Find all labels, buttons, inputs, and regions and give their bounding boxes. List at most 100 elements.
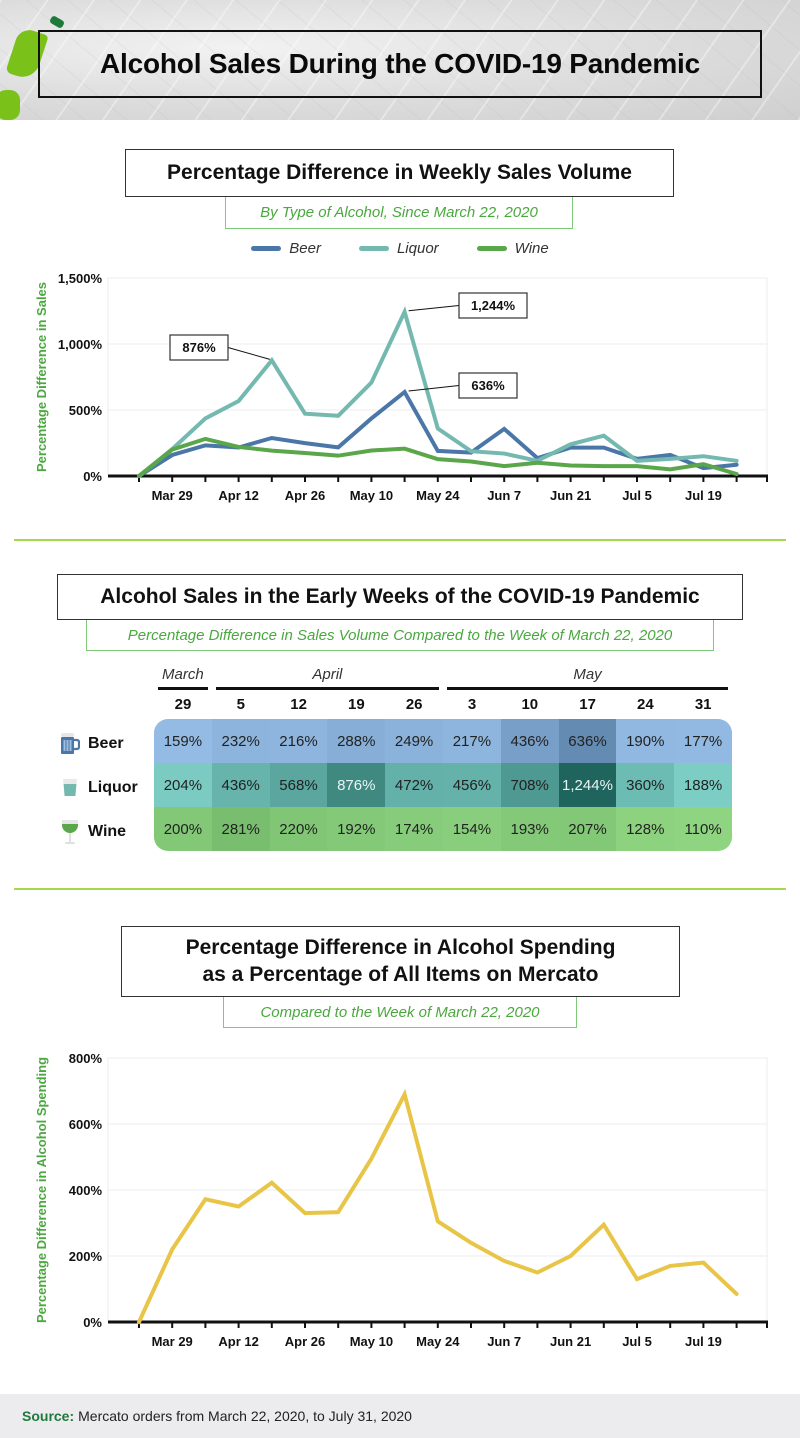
chart1-x-tick-label: May 24 [416,488,460,503]
heatmap-cell-liquor: 456% [442,763,501,807]
legend-item-wine: Wine [476,240,549,257]
row-label-text: Wine [88,823,127,840]
page-title: Alcohol Sales During the COVID-19 Pandem… [38,30,762,98]
chart1-x-tick-label: Apr 12 [218,488,258,503]
month-group-label: April [312,666,343,683]
heatmap-cell-beer: 249% [385,719,443,763]
beer-mug-icon [60,731,80,757]
legend-swatch-liquor [358,246,389,251]
liquor-glass-icon [60,775,80,801]
column-header-day: 29 [174,696,192,713]
heatmap-cell-beer: 177% [674,719,732,763]
leaf-decoration-icon [0,90,20,120]
marble-texture [0,0,800,120]
heatmap-cell-liquor: 204% [154,763,212,807]
heatmap-cell-liquor: 436% [211,763,270,807]
column-header-day: 17 [579,696,596,713]
callout-box [458,292,528,319]
row-label-beer: Beer [60,722,124,766]
chart1-y-tick-label: 500% [69,403,103,418]
month-group-line [158,687,208,690]
heatmap-cell-beer: 232% [211,719,270,763]
callout-box [458,372,518,399]
heatmap-cell-wine: 193% [500,807,559,851]
heatmap-cell-liquor: 360% [616,763,675,807]
section-divider [14,888,786,890]
row-label-wine: Wine [60,810,126,854]
row-label-text: Liquor [88,779,138,796]
chart3-title-line1: Percentage Difference in Alcohol Spendin… [185,936,616,960]
chart1-y-tick-label: 1,500% [58,271,103,286]
column-header-day: 31 [694,696,712,713]
chart3-x-tick-label: Jun 7 [487,1334,521,1349]
chart1-title: Percentage Difference in Weekly Sales Vo… [125,149,674,197]
chart1-y-axis-label: Percentage Difference in Sales [34,282,49,472]
month-group-label: May [573,666,602,683]
source-label: Source: [22,1408,75,1424]
chart3-x-tick-label: Mar 29 [152,1334,193,1349]
chart1-x-tick-label: Jun 21 [550,488,591,503]
header-banner: Alcohol Sales During the COVID-19 Pandem… [0,0,800,120]
heatmap-cell-wine: 128% [616,807,675,851]
chart3-y-axis-label: Percentage Difference in Alcohol Spendin… [34,1057,49,1323]
column-header-day: 3 [467,696,477,713]
legend-swatch-wine [476,246,507,251]
heatmap-cell-beer: 436% [500,719,559,763]
heatmap-grid: 159% 232% 216% 288% 249% 217% 436% 636% 190% 177%… [154,719,732,851]
heatmap-cell-wine: 154% [442,807,501,851]
row-label-text: Beer [88,735,124,752]
column-header-day: 19 [348,696,365,713]
chart3-x-tick-label: Jul 19 [685,1334,722,1349]
table-subtitle: Percentage Difference in Sales Volume Co… [86,620,714,651]
chart3-subtitle: Compared to the Week of March 22, 2020 [223,997,577,1028]
chart1-subtitle: By Type of Alcohol, Since March 22, 2020 [225,197,573,229]
chart3-series-alcohol-spending [137,1088,739,1324]
callout-label: 636% [471,378,505,393]
heatmap-cell-beer: 159% [154,719,212,763]
legend-label-wine: Wine [514,240,549,257]
chart1-x-tick-label: May 10 [350,488,393,503]
month-group-line [215,687,439,690]
callout-leader-line [408,305,460,312]
legend-item-beer: Beer [251,240,321,257]
legend-label-beer: Beer [289,240,321,257]
heatmap-cell-beer: 190% [616,719,675,763]
chart1-x-tick-label: Jul 5 [622,488,652,503]
month-group-label: March [162,666,204,683]
heatmap-cell-wine: 220% [269,807,328,851]
chart3-x-tick-label: May 10 [350,1334,393,1349]
heatmap-cell-wine: 192% [327,807,386,851]
chart3-x-tick-label: Jun 21 [550,1334,591,1349]
chart3-x-tick-label: Jul 5 [622,1334,652,1349]
chart1-legend: Beer Liquor Wine [0,240,800,257]
wine-glass-icon [60,819,80,845]
chart1-sales-volume: 0% 500% 1,000% 1,500% Percentage Difference … [34,271,768,503]
chart3-x-tick-label: Apr 12 [218,1334,258,1349]
source-text: Mercato orders from March 22, 2020, to J… [78,1408,412,1424]
heatmap-cell-liquor: 708% [500,763,559,807]
table-title: Alcohol Sales in the Early Weeks of the … [57,574,743,620]
heatmap-cell-wine: 200% [154,807,212,851]
chart1-x-tick-label: Apr 26 [285,488,325,503]
heatmap-cell-beer: 636% [558,719,617,763]
legend-label-liquor: Liquor [396,240,439,257]
column-header-day: 24 [637,696,654,713]
chart3-y-tick-label: 400% [69,1183,103,1198]
chart3-x-tick-label: May 24 [416,1334,460,1349]
callout-label: 1,244% [471,298,516,313]
chart1-y-tick-label: 0% [83,469,102,484]
chart3-y-tick-label: 0% [83,1315,102,1330]
callout-leader-line [227,347,270,360]
heatmap-cell-beer: 217% [442,719,501,763]
column-header-day: 12 [290,696,307,713]
source-footer: Source: Mercato orders from March 22, 20… [0,1394,800,1438]
heatmap-cell-liquor: 1,244% [558,763,617,807]
chart3-alcohol-spending: 0% 200% 400% 600% 800% Percentage Difference … [34,1051,768,1349]
heatmap-cell-liquor: 568% [269,763,328,807]
heatmap-cell-liquor: 876% [327,763,386,807]
legend-item-liquor: Liquor [358,240,439,257]
chart1-x-tick-label: Mar 29 [152,488,193,503]
column-header-day: 5 [236,696,245,713]
chart3-title: Percentage Difference in Alcohol Spendin… [121,926,680,997]
chart3-y-tick-label: 600% [69,1117,103,1132]
